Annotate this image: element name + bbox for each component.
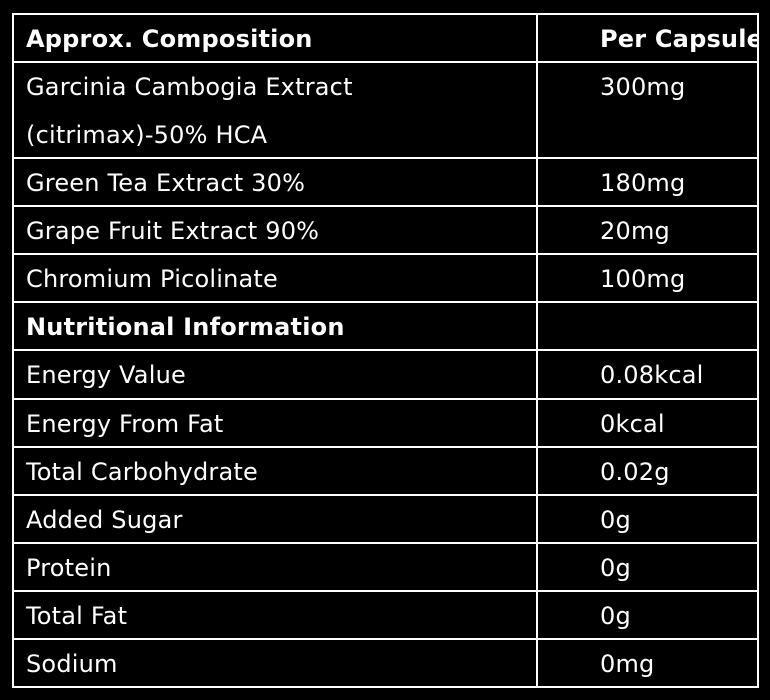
ingredient-name: Garcinia Cambogia Extract (citrimax)-50% … xyxy=(14,63,538,159)
nutrition-section-title: Nutritional Information xyxy=(14,303,538,351)
ingredient-value: 100mg xyxy=(538,255,757,303)
nutrient-value: 0.08kcal xyxy=(538,351,757,400)
header-composition: Approx. Composition xyxy=(14,15,538,63)
nutrient-value: 0.02g xyxy=(538,448,757,496)
nutrient-value: 0kcal xyxy=(538,400,757,448)
nutrient-value: 0g xyxy=(538,544,757,592)
nutrient-value: 0g xyxy=(538,592,757,640)
nutrient-name: Sodium xyxy=(14,640,538,688)
nutrient-name: Protein xyxy=(14,544,538,592)
nutrition-section-empty-cell xyxy=(538,303,757,351)
header-per-capsule: Per Capsule xyxy=(538,15,757,63)
nutrient-name: Total Carbohydrate xyxy=(14,448,538,496)
composition-table: Approx. Composition Per Capsule Garcinia… xyxy=(12,13,759,688)
ingredient-name: Chromium Picolinate xyxy=(14,255,538,303)
nutrient-name: Total Fat xyxy=(14,592,538,640)
nutrient-name: Added Sugar xyxy=(14,496,538,544)
nutrient-name: Energy From Fat xyxy=(14,400,538,448)
ingredient-value: 300mg xyxy=(538,63,757,159)
ingredient-value: 20mg xyxy=(538,207,757,255)
nutrient-value: 0mg xyxy=(600,650,655,678)
ingredient-value: 180mg xyxy=(538,159,757,207)
ingredient-name: Green Tea Extract 30% xyxy=(14,159,538,207)
nutrient-value: 0g xyxy=(538,496,757,544)
ingredient-name: Grape Fruit Extract 90% xyxy=(14,207,538,255)
nutrient-name: Energy Value xyxy=(14,351,538,400)
